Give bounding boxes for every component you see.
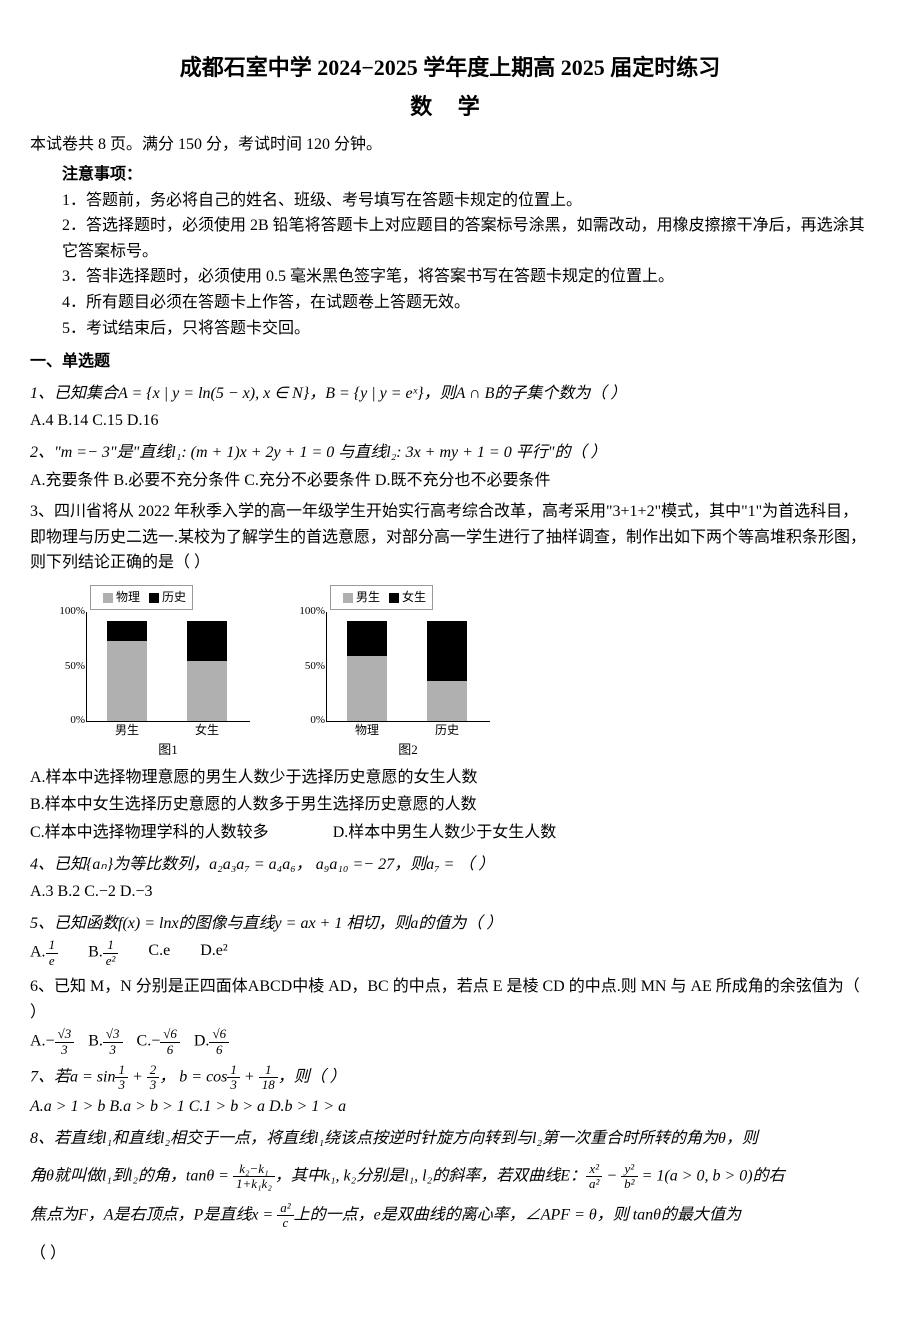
bar-seg — [107, 621, 147, 641]
chart1-area: 100% 50% 0% 男生 女生 — [86, 612, 250, 722]
chart-1: 物理 历史 100% 50% 0% 男生 女生 图1 — [50, 584, 250, 761]
question-8-p4: （ ） — [30, 1241, 870, 1267]
q3-opt-c: C.样本中选择物理学科的人数较多 — [30, 824, 269, 841]
q5-opt-b: B.1e² — [88, 938, 118, 968]
q1-text: 1、已知集合A = {x | y = ln(5 − x), x ∈ N}，B =… — [30, 385, 626, 402]
chart2-area: 100% 50% 0% 物理 历史 — [326, 612, 490, 722]
exam-subject: 数 学 — [30, 89, 870, 124]
chart1-bar-1: 男生 — [107, 621, 147, 721]
q6-options: A.−√33 B.√33 C.−√66 D.√66 — [30, 1027, 870, 1057]
notice-item-3: 3．答非选择题时，必须使用 0.5 毫米黑色签字笔，将答案书写在答题卡规定的位置… — [30, 264, 870, 290]
bar-seg — [347, 656, 387, 721]
q4-options: A.3 B.2 C.−2 D.−3 — [30, 879, 870, 905]
chart2-ytick-100: 100% — [291, 603, 325, 621]
chart2-caption: 图2 — [326, 740, 490, 761]
q6-opt-d: D.√66 — [194, 1027, 229, 1057]
q3-opt-b: B.样本中女生选择历史意愿的人数多于男生选择历史意愿的人数 — [30, 792, 870, 818]
chart2-legend-b: 女生 — [402, 590, 426, 604]
legend-swatch-a — [343, 593, 353, 603]
chart2-legend: 男生 女生 — [330, 585, 433, 610]
q7-options: A.a > 1 > b B.a > b > 1 C.1 > b > a D.b … — [30, 1094, 870, 1120]
q3-opt-d: D.样本中男生人数少于女生人数 — [333, 824, 557, 841]
intro-text: 本试卷共 8 页。满分 150 分，考试时间 120 分钟。 — [30, 132, 870, 158]
chart2-bar-1: 物理 — [347, 621, 387, 721]
bar-seg — [187, 661, 227, 721]
q3-opt-cd: C.样本中选择物理学科的人数较多 D.样本中男生人数少于女生人数 — [30, 820, 870, 846]
q2-options: A.充要条件 B.必要不充分条件 C.充分不必要条件 D.既不充分也不必要条件 — [30, 468, 870, 494]
chart1-legend: 物理 历史 — [90, 585, 193, 610]
chart1-caption: 图1 — [86, 740, 250, 761]
question-7: 7、若a = sin13 + 23， b = cos13 + 118，则（ ） — [30, 1063, 870, 1093]
q5-opt-d: D.e² — [200, 938, 227, 968]
question-3: 3、四川省将从 2022 年秋季入学的高一年级学生开始实行高考综合改革，高考采用… — [30, 499, 870, 576]
q6-opt-b: B.√33 — [88, 1027, 122, 1057]
notice-item-1: 1．答题前，务必将自己的姓名、班级、考号填写在答题卡规定的位置上。 — [30, 188, 870, 214]
bar-seg — [427, 621, 467, 681]
question-8-p3: 焦点为F，A是右顶点，P是直线x = a²c上的一点，e是双曲线的离心率，∠AP… — [30, 1201, 870, 1231]
q1-options: A.4 B.14 C.15 D.16 — [30, 408, 870, 434]
chart2-ytick-0: 0% — [291, 712, 325, 730]
legend-swatch-b — [149, 593, 159, 603]
chart2-ytick-50: 50% — [291, 658, 325, 676]
chart2-xlabel-2: 历史 — [422, 721, 472, 740]
bar-seg — [187, 621, 227, 661]
chart2-xlabel-1: 物理 — [342, 721, 392, 740]
question-4: 4、已知{aₙ}为等比数列，a₂a₃a₇ = a₄a₆， a₉a₁₀ =− 27… — [30, 852, 870, 878]
chart1-ytick-100: 100% — [51, 603, 85, 621]
chart1-bar-2: 女生 — [187, 621, 227, 721]
question-8-p2: 角θ就叫做l₁到l₂的角，tanθ = k₂−k₁1+k₁k₂，其中k₁, k₂… — [30, 1162, 870, 1192]
question-2: 2、"m =− 3"是"直线l₁: (m + 1)x + 2y + 1 = 0 … — [30, 440, 870, 466]
question-5: 5、已知函数f(x) = lnx的图像与直线y = ax + 1 相切，则a的值… — [30, 911, 870, 937]
notice-item-2: 2．答选择题时，必须使用 2B 铅笔将答题卡上对应题目的答案标号涂黑，如需改动，… — [30, 213, 870, 264]
q5-opt-a: A.1e — [30, 938, 58, 968]
chart1-legend-b: 历史 — [162, 590, 186, 604]
chart1-xlabel-1: 男生 — [102, 721, 152, 740]
chart2-legend-a: 男生 — [356, 590, 380, 604]
question-8-p1: 8、若直线l₁和直线l₂相交于一点，将直线l₁绕该点按逆时针旋方向转到与l₂第一… — [30, 1126, 870, 1152]
notice-title: 注意事项： — [30, 162, 870, 188]
charts-container: 物理 历史 100% 50% 0% 男生 女生 图1 男生 女生 100% — [50, 584, 870, 761]
question-1: 1、已知集合A = {x | y = ln(5 − x), x ∈ N}，B =… — [30, 381, 870, 407]
chart2-bar-2: 历史 — [427, 621, 467, 721]
chart1-ytick-0: 0% — [51, 712, 85, 730]
bar-seg — [427, 681, 467, 721]
exam-title: 成都石室中学 2024−2025 学年度上期高 2025 届定时练习 — [30, 50, 870, 85]
q6-opt-a: A.−√33 — [30, 1027, 74, 1057]
q5-opt-c: C.e — [148, 938, 170, 968]
section-1-title: 一、单选题 — [30, 349, 870, 375]
legend-swatch-a — [103, 593, 113, 603]
question-6: 6、已知 M，N 分别是正四面体ABCD中棱 AD，BC 的中点，若点 E 是棱… — [30, 974, 870, 1025]
chart1-xlabel-2: 女生 — [182, 721, 232, 740]
chart-2: 男生 女生 100% 50% 0% 物理 历史 图2 — [290, 584, 490, 761]
q2-text: 2、"m =− 3"是"直线l₁: (m + 1)x + 2y + 1 = 0 … — [30, 444, 606, 461]
q3-opt-a: A.样本中选择物理意愿的男生人数少于选择历史意愿的女生人数 — [30, 765, 870, 791]
bar-seg — [347, 621, 387, 656]
notice-item-4: 4．所有题目必须在答题卡上作答，在试题卷上答题无效。 — [30, 290, 870, 316]
chart1-ytick-50: 50% — [51, 658, 85, 676]
q5-options: A.1e B.1e² C.e D.e² — [30, 938, 870, 968]
q6-opt-c: C.−√66 — [137, 1027, 180, 1057]
chart1-legend-a: 物理 — [116, 590, 140, 604]
bar-seg — [107, 641, 147, 721]
legend-swatch-b — [389, 593, 399, 603]
notice-item-5: 5．考试结束后，只将答题卡交回。 — [30, 316, 870, 342]
